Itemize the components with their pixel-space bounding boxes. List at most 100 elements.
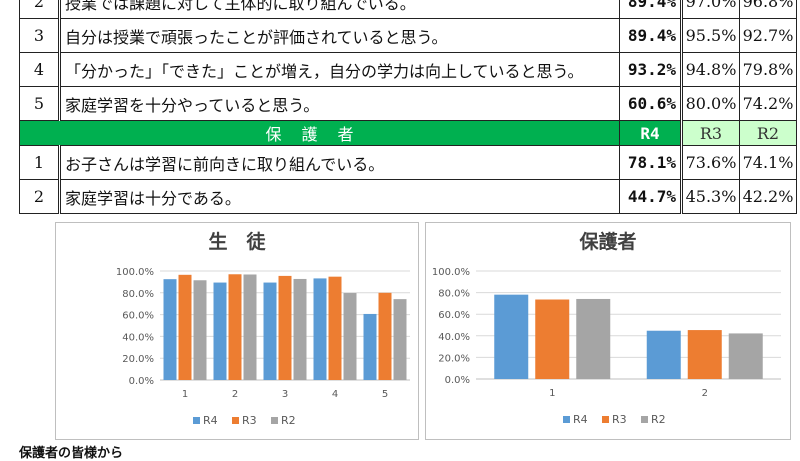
row-number: 5 bbox=[19, 86, 61, 121]
student-row: 5 家庭学習を十分やっていると思う。 60.6% 80.0% 74.2% bbox=[19, 86, 797, 121]
y-tick-label: 40.0% bbox=[122, 332, 154, 343]
y-tick-label: 0.0% bbox=[445, 375, 470, 386]
legend-swatch-r4 bbox=[563, 416, 570, 423]
legend-swatch-r2 bbox=[271, 417, 278, 424]
legend-label-r2: R2 bbox=[281, 414, 296, 427]
row-number: 4 bbox=[19, 52, 61, 87]
guardian-row: 2 家庭学習は十分である。 44.7% 45.3% 42.2% bbox=[19, 179, 797, 214]
y-tick-label: 100.0% bbox=[432, 267, 470, 278]
y-tick-label: 100.0% bbox=[116, 267, 154, 278]
bar-r4-cat-1 bbox=[163, 279, 177, 380]
value-r4: 93.2% bbox=[619, 52, 683, 87]
bar-r4-cat-2 bbox=[213, 282, 227, 380]
guardians-chart-plot: 0.0% 20.0% 40.0% 60.0% 80.0% 100.0% 1 2 R4 R3 R2 bbox=[432, 267, 781, 426]
bar-r3-cat-5 bbox=[378, 292, 392, 380]
guardian-header-row: 保護者 R4 R3 R2 bbox=[19, 120, 797, 146]
bar-r3-cat-1 bbox=[535, 299, 570, 379]
x-tick-label: 5 bbox=[382, 389, 388, 400]
bar-r3-cat-3 bbox=[278, 275, 292, 380]
question-text: 自分は授業で頑張ったことが評価されていると思う。 bbox=[59, 18, 620, 53]
value-r3: 73.6% bbox=[681, 145, 740, 180]
y-tick-label: 80.0% bbox=[122, 289, 154, 300]
legend-label-r4: R4 bbox=[573, 413, 588, 426]
legend-label-r4: R4 bbox=[203, 414, 218, 427]
y-tick-label: 60.0% bbox=[122, 311, 154, 322]
guardians-chart: 保護者 0.0% 20.0% 40.0% 60.0% 80.0% 100.0% 1 2 R4 R3… bbox=[425, 222, 791, 440]
value-r4: 44.7% bbox=[619, 179, 683, 214]
question-text: 授業では課題に対して主体的に取り組んでいる。 bbox=[59, 0, 620, 19]
legend-swatch-r2 bbox=[641, 416, 648, 423]
x-tick-label: 2 bbox=[702, 388, 708, 399]
row-number: 1 bbox=[19, 145, 61, 180]
value-r3: 95.5% bbox=[681, 18, 740, 53]
guardian-rows: 1 お子さんは学習に前向きに取り組んでいる。 78.1% 73.6% 74.1% 2 家庭学… bbox=[19, 145, 797, 214]
legend-swatch-r3 bbox=[232, 417, 239, 424]
y-tick-label: 20.0% bbox=[438, 353, 470, 364]
students-chart: 生 徒 0.0% 20.0% 40.0% 60.0% 80.0% 100.0% 1 2 3 4 5 R… bbox=[55, 222, 419, 440]
guardian-header-r3: R3 bbox=[681, 120, 740, 146]
bar-r4-cat-1 bbox=[494, 294, 529, 379]
x-tick-label: 4 bbox=[332, 389, 338, 400]
bar-r4-cat-4 bbox=[313, 278, 327, 380]
x-tick-label: 1 bbox=[549, 388, 555, 399]
row-number: 2 bbox=[19, 179, 61, 214]
student-rows: 2 授業では課題に対して主体的に取り組んでいる。 89.4% 97.0% 96.8% 3 自… bbox=[19, 0, 797, 121]
bar-r4-cat-2 bbox=[646, 330, 681, 379]
student-row: 4 「分かった」「できた」ことが増え，自分の学力は向上していると思う。 93.2% 9… bbox=[19, 52, 797, 87]
bar-r4-cat-5 bbox=[363, 313, 377, 380]
value-r2: 42.2% bbox=[739, 179, 797, 214]
value-r2: 79.8% bbox=[739, 52, 797, 87]
question-text: 家庭学習は十分である。 bbox=[59, 179, 620, 214]
question-text: 「分かった」「できた」ことが増え，自分の学力は向上していると思う。 bbox=[59, 52, 620, 87]
value-r2: 92.7% bbox=[739, 18, 797, 53]
value-r3: 80.0% bbox=[681, 86, 740, 121]
value-r4: 60.6% bbox=[619, 86, 683, 121]
bar-r2-cat-5 bbox=[393, 299, 407, 380]
x-tick-label: 3 bbox=[282, 389, 288, 400]
question-text: お子さんは学習に前向きに取り組んでいる。 bbox=[59, 145, 620, 180]
y-tick-label: 60.0% bbox=[438, 310, 470, 321]
bar-r3-cat-2 bbox=[228, 274, 242, 380]
value-r2: 74.1% bbox=[739, 145, 797, 180]
guardians-chart-title: 保護者 bbox=[579, 231, 637, 253]
bar-r4-cat-3 bbox=[263, 282, 277, 380]
student-row: 3 自分は授業で頑張ったことが評価されていると思う。 89.4% 95.5% 92.7% bbox=[19, 18, 797, 53]
bar-r2-cat-1 bbox=[193, 280, 207, 380]
legend-swatch-r4 bbox=[193, 417, 200, 424]
students-chart-plot: 0.0% 20.0% 40.0% 60.0% 80.0% 100.0% 1 2 3 4 5 R4 R3 R… bbox=[116, 267, 410, 427]
row-number: 2 bbox=[19, 0, 61, 19]
value-r3: 45.3% bbox=[681, 179, 740, 214]
row-number: 3 bbox=[19, 18, 61, 53]
y-tick-label: 80.0% bbox=[438, 289, 470, 300]
value-r4: 89.4% bbox=[619, 0, 683, 19]
y-tick-label: 40.0% bbox=[438, 332, 470, 343]
bar-r2-cat-2 bbox=[243, 274, 257, 380]
x-tick-label: 1 bbox=[182, 389, 188, 400]
bar-r3-cat-1 bbox=[178, 274, 192, 380]
legend-label-r3: R3 bbox=[612, 413, 627, 426]
bar-r2-cat-2 bbox=[728, 333, 763, 379]
bar-r2-cat-1 bbox=[576, 298, 611, 379]
bar-r3-cat-4 bbox=[328, 276, 342, 380]
value-r4: 89.4% bbox=[619, 18, 683, 53]
value-r2: 74.2% bbox=[739, 86, 797, 121]
survey-table: 2 授業では課題に対して主体的に取り組んでいる。 89.4% 97.0% 96.8% 3 自… bbox=[19, 0, 797, 214]
guardian-row: 1 お子さんは学習に前向きに取り組んでいる。 78.1% 73.6% 74.1% bbox=[19, 145, 797, 180]
student-row: 2 授業では課題に対して主体的に取り組んでいる。 89.4% 97.0% 96.8% bbox=[19, 0, 797, 19]
y-tick-label: 20.0% bbox=[122, 354, 154, 365]
footer-text: 保護者の皆様から bbox=[19, 446, 124, 461]
bar-r2-cat-3 bbox=[293, 278, 307, 380]
legend-label-r2: R2 bbox=[651, 413, 666, 426]
value-r3: 94.8% bbox=[681, 52, 740, 87]
guardian-header-r4: R4 bbox=[619, 120, 683, 146]
legend-label-r3: R3 bbox=[242, 414, 257, 427]
legend-swatch-r3 bbox=[602, 416, 609, 423]
question-text: 家庭学習を十分やっていると思う。 bbox=[59, 86, 620, 121]
guardian-section-title: 保護者 bbox=[19, 120, 620, 146]
guardian-header-r2: R2 bbox=[739, 120, 797, 146]
value-r3: 97.0% bbox=[681, 0, 740, 19]
bar-r3-cat-2 bbox=[687, 330, 722, 379]
y-tick-label: 0.0% bbox=[129, 376, 154, 387]
x-tick-label: 2 bbox=[232, 389, 238, 400]
guardian-section: 保護者 R4 R3 R2 bbox=[19, 120, 797, 146]
